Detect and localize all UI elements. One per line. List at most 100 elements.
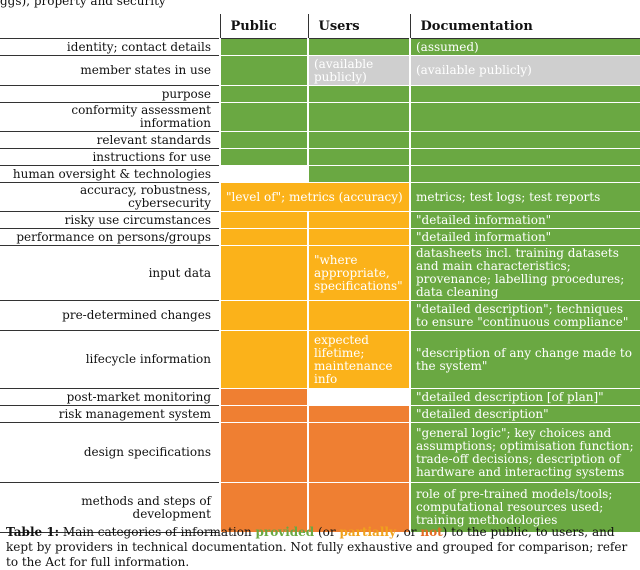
public-cell (219, 131, 308, 149)
documentation-cell (409, 85, 640, 103)
public-users-cell-text: "level of"; metrics (accuracy) (226, 189, 403, 204)
public-cell (219, 148, 308, 166)
caption-text-2: (or (314, 525, 340, 539)
public-cell (219, 245, 308, 301)
users-cell (307, 228, 410, 246)
users-cell (307, 85, 410, 103)
documentation-cell-text: "description of any change made to the s… (416, 345, 632, 373)
table-row: performance on persons/groups "detailed i… (0, 228, 640, 246)
public-cell (219, 388, 308, 406)
table-row: member states in use (available publicly)… (0, 55, 640, 86)
users-cell-text: expected lifetime; maintenance info (314, 332, 393, 386)
users-cell (307, 422, 410, 483)
documentation-cell-text: (available publicly) (416, 63, 532, 77)
caption-provided: provided (255, 525, 315, 539)
row-label: accuracy, robustness, cybersecurity (0, 182, 220, 212)
documentation-cell: "description of any change made to the s… (409, 330, 640, 389)
users-cell (307, 388, 410, 406)
documentation-cell-text: (assumed) (416, 39, 479, 54)
users-cell (307, 148, 410, 166)
users-cell-text: "where appropriate, specifications" (314, 252, 403, 293)
header-users: Users (307, 14, 410, 39)
caption-text-1: Main categories of information (59, 525, 256, 539)
documentation-cell (409, 165, 640, 183)
row-label: conformity assessment information (0, 102, 220, 132)
users-cell (307, 211, 410, 229)
documentation-cell (409, 148, 640, 166)
table-row: lifecycle information expected lifetime; … (0, 330, 640, 389)
row-label: methods and steps of development (0, 482, 220, 533)
row-label: risky use circumstances (0, 211, 220, 229)
public-cell (219, 482, 308, 533)
table-row: accuracy, robustness, cybersecurity "leve… (0, 182, 640, 212)
users-cell (307, 300, 410, 331)
table-header-row: Public Users Documentation (0, 14, 640, 39)
documentation-cell: "general logic"; key choices and assumpt… (409, 422, 640, 483)
public-users-cell: "level of"; metrics (accuracy) (219, 182, 410, 212)
row-label: instructions for use (0, 148, 220, 166)
table-body: identity; contact details (assumed) member… (0, 38, 640, 533)
documentation-cell: role of pre-trained models/tools; comput… (409, 482, 640, 533)
users-cell (307, 102, 410, 132)
table-caption: Table 1: Main categories of information … (6, 525, 636, 570)
public-cell (219, 55, 308, 86)
documentation-cell-text: "detailed description" (416, 406, 549, 421)
documentation-cell: metrics; test logs; test reports (409, 182, 640, 212)
documentation-cell-text: "general logic"; key choices and assumpt… (416, 425, 634, 479)
documentation-cell-text: role of pre-trained models/tools; comput… (416, 487, 613, 527)
row-label: design specifications (0, 422, 220, 483)
row-label: lifecycle information (0, 330, 220, 389)
caption-text-3: , or (395, 525, 421, 539)
documentation-cell: "detailed description" (409, 405, 640, 423)
users-cell (307, 131, 410, 149)
public-cell (219, 228, 308, 246)
documentation-cell-text: metrics; test logs; test reports (416, 189, 601, 204)
row-label: relevant standards (0, 131, 220, 149)
row-label: human oversight & technologies (0, 165, 220, 183)
documentation-cell: datasheets incl. training datasets and m… (409, 245, 640, 301)
documentation-cell-text: "detailed description [of plan]" (416, 389, 604, 404)
row-label: purpose (0, 85, 220, 103)
row-label: member states in use (0, 55, 220, 86)
public-cell (219, 300, 308, 331)
documentation-cell-text: datasheets incl. training datasets and m… (416, 246, 625, 299)
users-cell: expected lifetime; maintenance info (307, 330, 410, 389)
public-cell (219, 165, 308, 183)
table-row: design specifications "general logic"; ke… (0, 422, 640, 483)
row-label: pre-determined changes (0, 300, 220, 331)
users-cell: (available publicly) (307, 55, 410, 86)
table-row: methods and steps of development role of … (0, 482, 640, 533)
table-row: risky use circumstances "detailed informa… (0, 211, 640, 229)
users-cell-text: (available publicly) (314, 56, 374, 84)
table-row: identity; contact details (assumed) (0, 38, 640, 56)
table-row: human oversight & technologies (0, 165, 640, 183)
header-documentation: Documentation (409, 14, 640, 39)
row-label: input data (0, 245, 220, 301)
table-row: risk management system "detailed descript… (0, 405, 640, 423)
public-cell (219, 422, 308, 483)
public-cell (219, 38, 308, 56)
users-cell: "where appropriate, specifications" (307, 245, 410, 301)
documentation-cell: "detailed information" (409, 211, 640, 229)
table-row: relevant standards (0, 131, 640, 149)
users-cell (307, 405, 410, 423)
users-cell (307, 165, 410, 183)
table-row: instructions for use (0, 148, 640, 166)
public-cell (219, 405, 308, 423)
documentation-cell: "detailed information" (409, 228, 640, 246)
caption-label: Table 1: (6, 525, 60, 539)
documentation-cell: (assumed) (409, 38, 640, 56)
public-cell (219, 211, 308, 229)
table-row: post-market monitoring "detailed descript… (0, 388, 640, 406)
documentation-cell (409, 102, 640, 132)
table-row: conformity assessment information (0, 102, 640, 132)
documentation-cell: "detailed description [of plan]" (409, 388, 640, 406)
table-row: purpose (0, 85, 640, 103)
table-row: input data "where appropriate, specificat… (0, 245, 640, 301)
caption-text-4: ) to the public, to users, and kept by p… (6, 525, 628, 569)
row-label: performance on persons/groups (0, 228, 220, 246)
table-row: pre-determined changes "detailed descript… (0, 300, 640, 331)
row-label: post-market monitoring (0, 388, 220, 406)
users-cell (307, 482, 410, 533)
public-cell (219, 102, 308, 132)
